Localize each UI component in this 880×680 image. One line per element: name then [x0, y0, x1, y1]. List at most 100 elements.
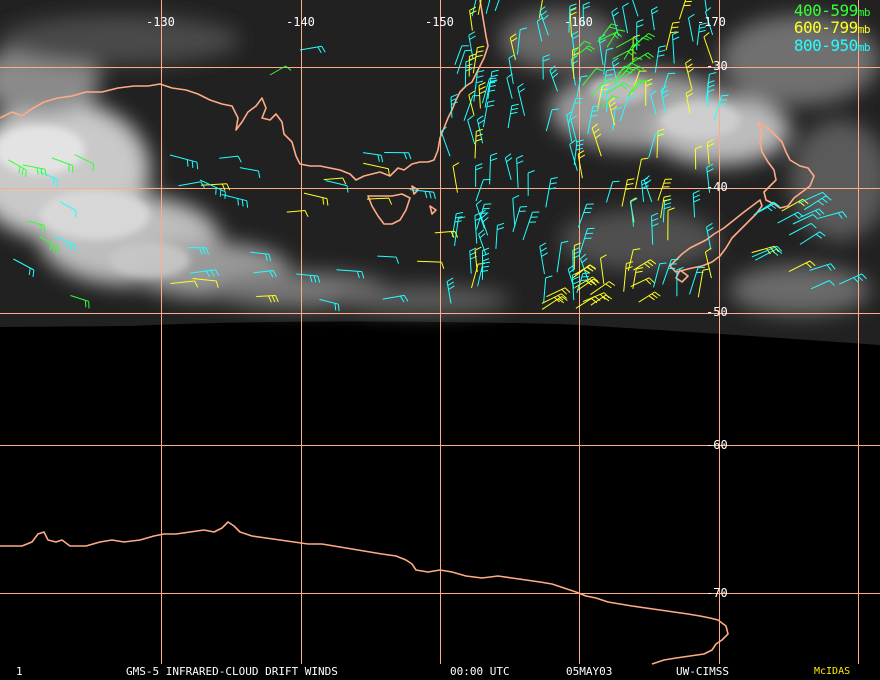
- wind-barb: [479, 209, 489, 236]
- wind-barb: [788, 222, 817, 236]
- wind-barb: [325, 180, 349, 193]
- wind-barb: [703, 32, 714, 64]
- wind-barb: [665, 21, 680, 51]
- wind-barb: [485, 0, 491, 14]
- coastline-australia: [0, 0, 489, 181]
- wind-barb: [539, 242, 548, 275]
- wind-barb: [570, 114, 578, 143]
- legend-entry-400-599: 400-599mb: [793, 1, 871, 22]
- wind-barb: [434, 230, 459, 239]
- wind-barb: [484, 80, 497, 108]
- longitude-label: -150: [425, 15, 454, 29]
- wind-barb: [692, 190, 701, 218]
- wind-barb: [363, 162, 390, 176]
- longitude-label: -170: [697, 15, 726, 29]
- wind-barb: [591, 78, 613, 96]
- wind-barb: [187, 247, 209, 255]
- wind-barb: [598, 23, 619, 41]
- wind-barb: [169, 154, 199, 170]
- wind-barb: [366, 197, 393, 205]
- wind-barb: [650, 90, 657, 116]
- wind-barb: [818, 211, 848, 219]
- wind-barb: [269, 65, 292, 76]
- coastline-new-zealand-south: [669, 199, 763, 273]
- wind-barb: [630, 277, 655, 288]
- wind-barb: [631, 52, 654, 64]
- wind-barb: [577, 150, 586, 179]
- legend-entry-600-799: 600-799mb: [794, 19, 871, 39]
- wind-barb: [606, 82, 631, 95]
- wind-barb: [713, 94, 729, 121]
- latitude-label: -30: [706, 59, 728, 73]
- wind-barb: [384, 152, 412, 160]
- wind-barb: [694, 145, 703, 170]
- wind-barb: [468, 53, 477, 77]
- wind-barb: [178, 181, 205, 189]
- wind-barb: [299, 45, 326, 54]
- wind-barb: [662, 259, 679, 285]
- wind-barb: [577, 278, 600, 291]
- wind-barb: [26, 220, 46, 233]
- wind-barb: [545, 108, 560, 132]
- wind-barb: [654, 45, 666, 73]
- cloud-band: [0, 10, 880, 315]
- wind-barb: [587, 104, 600, 135]
- valid-time: 00:00 UTC: [450, 665, 510, 678]
- wind-barb: [39, 236, 59, 254]
- wind-barb: [705, 72, 717, 102]
- wind-barb: [650, 6, 659, 31]
- wind-barb: [685, 58, 694, 90]
- wind-barb: [591, 123, 602, 157]
- legend-unit-text: mb: [857, 41, 871, 54]
- wind-barb: [363, 152, 384, 163]
- wind-barb: [471, 0, 477, 17]
- wind-barb: [569, 6, 577, 38]
- wind-barb: [632, 32, 655, 48]
- wind-barb: [657, 178, 673, 201]
- wind-barb: [751, 245, 783, 258]
- wind-barb: [799, 231, 826, 245]
- wind-barb: [615, 37, 640, 49]
- wind-barb: [706, 139, 715, 165]
- wind-barb: [590, 281, 616, 296]
- wind-barb: [319, 298, 340, 312]
- wind-barb: [572, 40, 592, 54]
- legend-range-text: 400-599: [793, 1, 858, 20]
- coastline-tasmania: [367, 193, 411, 225]
- wind-barb: [221, 194, 249, 208]
- legend-unit-text: mb: [857, 6, 871, 19]
- wind-barb: [623, 43, 641, 60]
- wind-barb: [611, 7, 619, 37]
- longitude-label: -130: [146, 15, 175, 29]
- wind-barb: [296, 273, 321, 283]
- wind-barb: [377, 255, 399, 264]
- longitude-label: -160: [564, 15, 593, 29]
- wind-barb: [522, 211, 540, 241]
- latitude-label: -60: [706, 438, 728, 452]
- wind-barb: [574, 45, 595, 58]
- wind-barb: [477, 261, 490, 287]
- wind-barb: [571, 30, 579, 58]
- coastlines: [0, 0, 815, 665]
- wind-barb: [608, 97, 617, 126]
- wind-barb: [573, 139, 584, 166]
- wind-barb: [648, 132, 663, 158]
- wind-barb: [572, 247, 580, 272]
- wind-barb: [612, 107, 622, 131]
- wind-barb: [541, 296, 568, 310]
- wind-barb: [603, 47, 614, 75]
- wind-barb: [13, 258, 35, 277]
- wind-barb: [605, 180, 620, 203]
- wind-barb: [51, 157, 74, 173]
- wind-barb: [70, 295, 90, 309]
- wind-barb: [454, 216, 466, 246]
- wind-barbs: [7, 0, 867, 312]
- wind-barb: [541, 293, 567, 304]
- wind-barb: [323, 177, 347, 185]
- wind-barb: [582, 1, 590, 26]
- coastline-antarctica: [0, 521, 729, 665]
- wind-barb: [809, 263, 836, 271]
- frame-number: 1: [16, 665, 23, 678]
- wind-barb: [638, 291, 661, 303]
